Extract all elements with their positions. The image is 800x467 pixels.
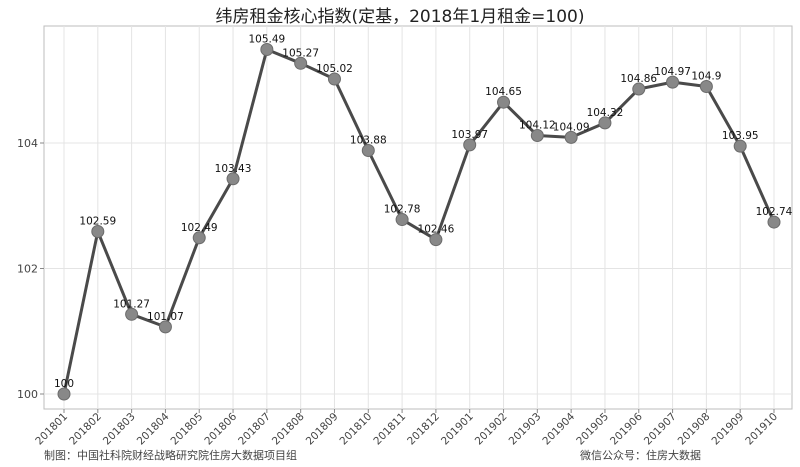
data-label: 104.32 <box>587 107 624 119</box>
footer-credit: 制图：中国社科院财经战略研究院住房大数据项目组 <box>44 449 297 462</box>
data-label: 101.27 <box>113 298 150 310</box>
x-tick-label: 201806 <box>202 410 239 447</box>
data-point <box>361 144 375 158</box>
x-tick-label: 201811 <box>371 411 408 448</box>
data-point <box>226 172 240 186</box>
data-point <box>429 233 443 247</box>
data-point <box>192 231 206 245</box>
footer-wechat: 微信公众号：住房大数据 <box>580 449 701 462</box>
x-tick-label: 201902 <box>473 411 510 448</box>
x-tick-label: 201910 <box>743 411 780 448</box>
grid-lines <box>44 26 792 409</box>
x-tick-label: 201802 <box>67 411 104 448</box>
data-point <box>260 43 274 57</box>
data-label: 104.9 <box>691 71 721 83</box>
x-tick-label: 201901 <box>439 411 476 448</box>
x-tick-label: 201810 <box>338 411 375 448</box>
series-line <box>62 48 776 395</box>
x-tick-label: 201908 <box>676 411 713 448</box>
data-point <box>598 116 612 130</box>
data-points <box>57 43 781 401</box>
y-tick-label: 104 <box>17 137 38 150</box>
data-label: 103.88 <box>350 135 387 147</box>
x-tick-label: 201904 <box>540 410 577 447</box>
data-point <box>327 72 341 86</box>
y-tick-label: 102 <box>17 263 38 276</box>
data-label: 104.86 <box>620 73 657 85</box>
data-point <box>57 387 71 401</box>
y-tick-label: 100 <box>17 388 38 401</box>
x-tick-label: 201905 <box>574 411 611 448</box>
data-label: 105.27 <box>282 47 319 59</box>
chart-title: 纬房租金核心指数(定基，2018年1月租金=100) <box>215 7 585 27</box>
data-label: 102.49 <box>181 222 218 234</box>
x-tick-label: 201804 <box>135 410 172 447</box>
x-tick-label: 201808 <box>270 411 307 448</box>
x-tick-label: 201907 <box>642 411 679 448</box>
data-label: 102.59 <box>79 215 116 227</box>
data-label: 104.12 <box>519 119 556 131</box>
data-label: 104.65 <box>485 86 522 98</box>
x-tick-label: 201906 <box>608 410 645 447</box>
x-tick-label: 201805 <box>169 411 206 448</box>
data-point <box>158 320 172 334</box>
data-point <box>564 130 578 144</box>
data-point <box>125 307 139 321</box>
data-label: 103.95 <box>722 130 759 142</box>
x-tick-label: 201909 <box>709 411 746 448</box>
data-point <box>395 213 409 227</box>
data-point <box>497 95 511 109</box>
data-label: 103.97 <box>451 129 488 141</box>
x-tick-label: 201812 <box>405 411 442 448</box>
data-label: 102.46 <box>418 224 455 236</box>
data-label: 104.97 <box>654 66 691 78</box>
data-point <box>666 75 680 89</box>
plot-border <box>43 25 793 410</box>
data-label: 105.02 <box>316 63 353 75</box>
x-tick-label: 201803 <box>101 411 138 448</box>
data-label: 104.09 <box>553 121 590 133</box>
data-point <box>699 80 713 94</box>
data-label: 105.49 <box>248 34 285 46</box>
x-axis: 2018012018022018032018042018052018062018… <box>33 409 780 447</box>
y-axis: 100 102 104 <box>17 137 44 401</box>
data-point <box>632 82 646 96</box>
x-tick-label: 201809 <box>304 411 341 448</box>
data-point <box>733 139 747 153</box>
x-tick-label: 201903 <box>507 411 544 448</box>
data-label: 101.07 <box>147 311 184 323</box>
data-point <box>530 128 544 142</box>
x-tick-label: 201801 <box>33 411 70 448</box>
data-label: 102.74 <box>756 206 793 218</box>
x-tick-label: 201807 <box>236 411 273 448</box>
data-point <box>463 138 477 152</box>
data-point <box>91 224 105 238</box>
data-point <box>767 215 781 229</box>
data-label: 100 <box>54 378 74 390</box>
data-labels: 100102.59101.27101.07102.49103.43105.491… <box>54 34 793 390</box>
data-label: 102.78 <box>384 204 421 216</box>
data-point <box>294 56 308 70</box>
data-label: 103.43 <box>215 163 252 175</box>
